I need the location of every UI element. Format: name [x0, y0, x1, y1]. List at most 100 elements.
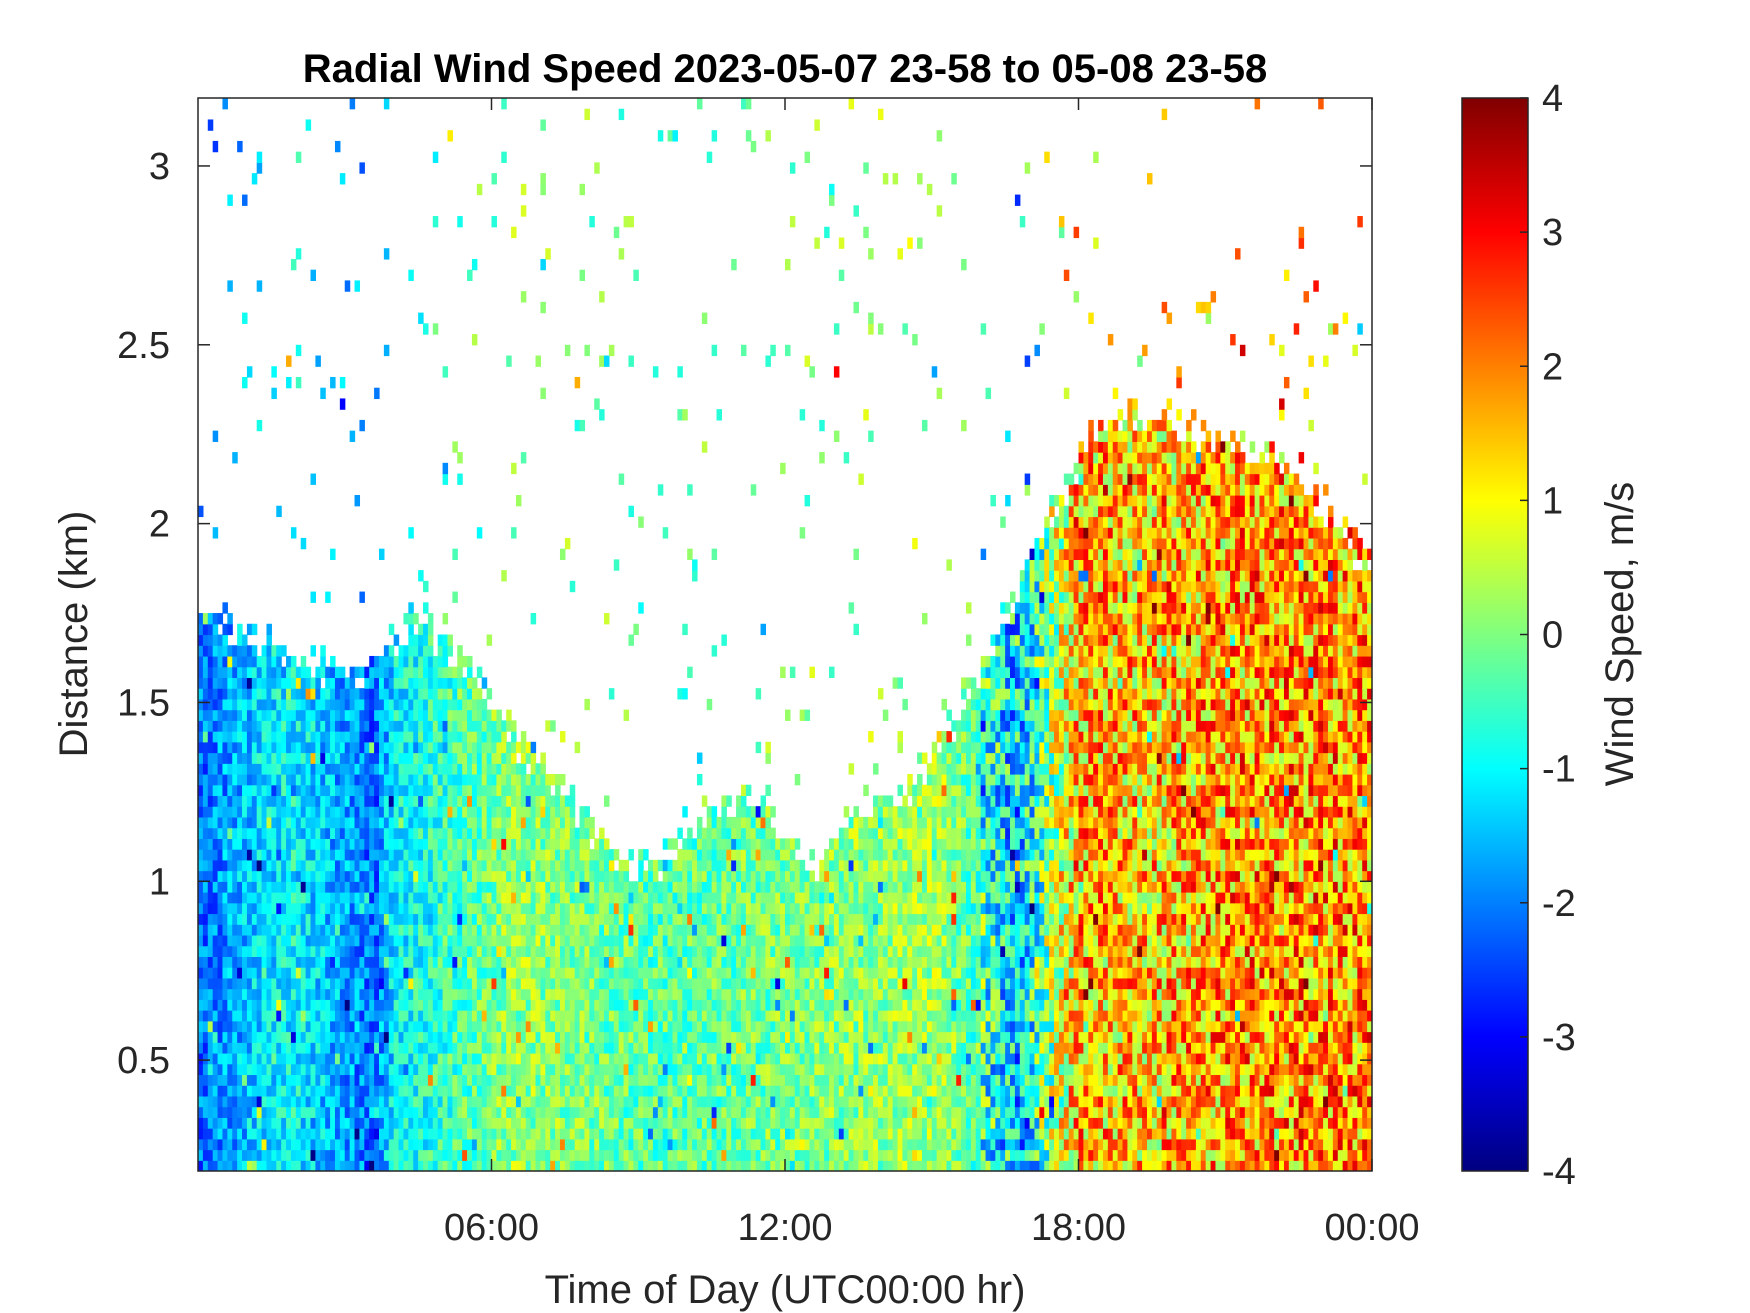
heatmap-cell [369, 1020, 375, 1033]
heatmap-cell [501, 1095, 507, 1108]
heatmap-cell [501, 827, 507, 839]
heatmap-cell [222, 1095, 228, 1108]
heatmap-cell [467, 1160, 473, 1171]
heatmap-cell [427, 838, 434, 850]
heatmap-cell [339, 806, 346, 818]
heatmap-cell [486, 1063, 493, 1076]
heatmap-cell [716, 1106, 723, 1118]
heatmap-cell [378, 731, 385, 743]
heatmap-cell [457, 688, 463, 700]
heatmap-cell [692, 1074, 698, 1086]
heatmap-cell [476, 859, 483, 872]
heatmap-cell [423, 1020, 429, 1033]
heatmap-cell [237, 784, 243, 797]
heatmap-cell [731, 956, 737, 968]
heatmap-cell [310, 1052, 316, 1065]
heatmap-cell [276, 977, 282, 990]
heatmap-cell [731, 1042, 737, 1054]
heatmap-cell [701, 1052, 708, 1065]
heatmap-cell [271, 870, 277, 882]
heatmap-cell [755, 934, 762, 947]
heatmap-cell [364, 1149, 370, 1161]
heatmap-cell [584, 698, 590, 711]
heatmap-cell [315, 838, 321, 850]
heatmap-cell [462, 849, 468, 861]
heatmap-cell [692, 1138, 698, 1151]
heatmap-cell [540, 870, 546, 882]
heatmap-cell [682, 838, 688, 850]
heatmap-cell [755, 1117, 762, 1129]
heatmap-cell [476, 698, 483, 711]
heatmap-cell [388, 1149, 395, 1161]
heatmap-cell [305, 1085, 312, 1097]
heatmap-cell [755, 999, 762, 1011]
heatmap-cell [740, 806, 747, 818]
heatmap-cell [530, 1128, 537, 1140]
heatmap-cell [481, 988, 488, 1000]
heatmap-cell [388, 709, 395, 721]
heatmap-cell [354, 988, 361, 1000]
heatmap-cell [281, 1042, 287, 1054]
heatmap-cell [628, 1138, 634, 1151]
heatmap-cell [310, 763, 316, 775]
heatmap-cell [599, 967, 605, 979]
heatmap-cell [398, 816, 405, 829]
heatmap-cell [579, 1117, 586, 1129]
heatmap-cell [227, 816, 233, 829]
heatmap-cell [217, 988, 224, 1000]
heatmap-cell [476, 902, 483, 915]
heatmap-cell [237, 1117, 243, 1129]
heatmap-cell [736, 1160, 742, 1171]
heatmap-cell [584, 816, 590, 829]
heatmap-cell [530, 1138, 537, 1151]
heatmap-cell [579, 1020, 586, 1033]
heatmap-cell [261, 666, 268, 679]
heatmap-cell [736, 934, 742, 947]
heatmap-cell [462, 731, 468, 743]
heatmap-cell [486, 881, 493, 893]
heatmap-cell [242, 1128, 248, 1140]
heatmap-cell [496, 816, 502, 829]
heatmap-cell [418, 827, 424, 839]
heatmap-cell [628, 1106, 634, 1118]
heatmap-cell [237, 709, 243, 721]
heatmap-cell [398, 731, 405, 743]
heatmap-cell [437, 666, 444, 679]
heatmap-cell [540, 173, 546, 185]
heatmap-cell [354, 870, 361, 882]
heatmap-cell [618, 956, 625, 968]
heatmap-cell [403, 1063, 409, 1076]
heatmap-cell [432, 1095, 439, 1108]
heatmap-cell [403, 613, 409, 625]
heatmap-cell [359, 902, 365, 915]
heatmap-cell [599, 956, 605, 968]
heatmap-cell [452, 1117, 458, 1129]
heatmap-cell [604, 902, 610, 915]
heatmap-cell [467, 741, 473, 754]
heatmap-cell [222, 934, 228, 947]
heatmap-cell [198, 1020, 204, 1033]
heatmap-cell [594, 1020, 600, 1033]
heatmap-cell [330, 999, 336, 1011]
heatmap-cell [393, 967, 400, 979]
heatmap-cell [212, 795, 219, 807]
heatmap-cell [745, 945, 752, 957]
heatmap-cell [755, 977, 762, 990]
heatmap-cell [246, 731, 253, 743]
heatmap-cell [750, 1095, 757, 1108]
heatmap-cell [227, 645, 233, 657]
heatmap-cell [667, 999, 674, 1011]
heatmap-cell [276, 924, 282, 936]
heatmap-cell [623, 924, 630, 936]
heatmap-cell [701, 1149, 708, 1161]
heatmap-cell [383, 720, 390, 732]
heatmap-cell [579, 859, 586, 872]
heatmap-cell [476, 849, 483, 861]
heatmap-cell [677, 934, 683, 947]
heatmap-cell [251, 1160, 258, 1171]
heatmap-cell [545, 784, 551, 797]
heatmap-cell [613, 1010, 620, 1022]
heatmap-cell [608, 1128, 615, 1140]
heatmap-cell [540, 1031, 546, 1043]
heatmap-cell [359, 720, 365, 732]
